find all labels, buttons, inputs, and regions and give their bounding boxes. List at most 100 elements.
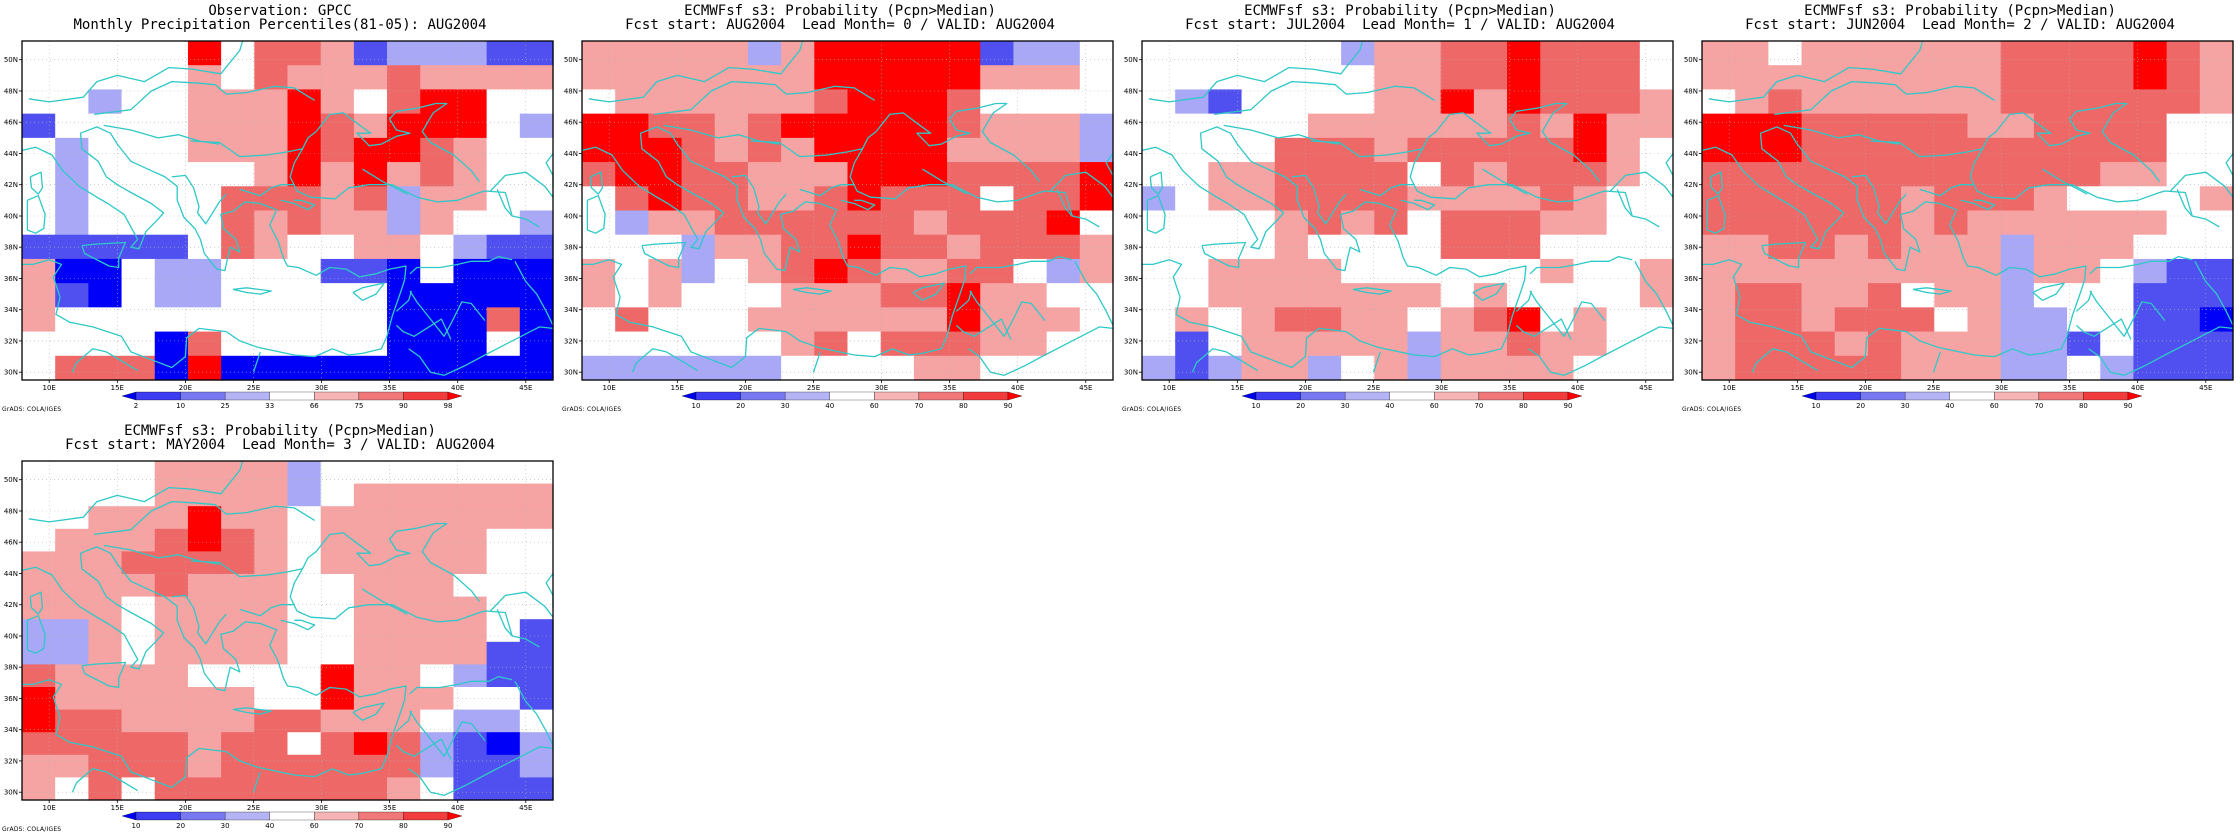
coastline [1706,195,1726,234]
colorbar-arrow-high [1567,391,1583,401]
grid-cell-light-red [254,483,289,507]
colorbar-label: 60 [870,402,879,410]
panel-subtitle: Monthly Precipitation Percentiles(81-05)… [73,17,487,33]
grid-cell-light-red [353,574,388,598]
grid-cell-white [1606,307,1641,333]
grid-cell-medium-red [880,283,915,308]
grid-cell-medium-red [1307,162,1342,187]
grid-cell-red [453,89,488,115]
lon-label: 35E [383,384,396,392]
grid-cell-medium-red [2100,41,2135,66]
coastline [586,195,606,234]
colorbar-label: 60 [1430,402,1439,410]
grid-cell-white [154,65,189,91]
grid-cell-white [2166,234,2201,260]
lat-label: 36N [4,275,18,283]
coastline [2089,290,2166,337]
grid-cell-white [1606,258,1641,284]
grid-cell-white [121,113,156,139]
grid-cell-white [2100,283,2135,308]
grid-cell-medium-red [1867,331,1902,357]
grid-cell-white [254,307,289,333]
grid-cell-light-red [1801,283,1836,308]
lat-label: 42N [4,601,18,609]
grid-cell-light-blue [22,619,56,643]
grid-cell-light-red [2100,234,2135,260]
grid-cell-white [1208,234,1243,260]
coastline [496,189,540,228]
grid-cell-medium-red [1801,210,1836,236]
grid-cell-light-red [453,506,488,530]
coastline [955,318,1012,340]
grid-cell-light-red [486,506,521,530]
coastline [81,661,127,689]
lon-label: 15E [111,804,124,812]
grid-cell-medium-red [1901,307,1935,333]
grid-cell-white [55,506,89,530]
grid-cell-white [1639,162,1674,187]
panel-subtitle: Fcst start: JUN2004 Lead Month= 2 / VALI… [1745,17,2175,33]
grid-cell-medium-blue [1175,331,1209,357]
grid-cell-light-red [353,641,388,665]
grid-cell-light-red [781,162,815,187]
coastline [71,768,139,793]
grid-cell-medium-red [1834,307,1869,333]
grid-cell-red [913,65,948,91]
grid-cell-white [55,483,89,507]
grid-cell-light-red [22,283,56,308]
lon-label: 10E [603,384,616,392]
grid-cell-light-red [1934,65,1969,91]
grid-cell-white [2166,210,2201,236]
grid-cell-white [615,331,649,357]
grid-cell-white [287,528,322,552]
panel-title: ECMWFsf s3: Probability (Pcpn>Median) [684,3,996,19]
grid-cell-white [88,41,123,66]
grid-cell-light-red [221,137,255,163]
grid-cell-white [254,283,289,308]
grid-cell-light-red [913,307,948,333]
grid-cell-light-red [1341,307,1375,333]
colorbar-segment [918,391,964,401]
grid-cell-light-red [781,307,815,333]
grid-cell-white [121,283,156,308]
grid-cell-medium-red [1901,162,1935,187]
grid-cell-medium-red [913,186,948,212]
grid-cell-red [582,137,616,163]
grid-cell-red [814,258,849,284]
grid-cell-white [353,331,388,357]
lat-label: 30N [1124,369,1138,377]
colorbar-arrow-low [1801,391,1817,401]
grid-cell-light-red [847,307,882,333]
grid-cell-red [287,113,322,139]
grid-cell-medium-red [1540,162,1575,187]
grid-cell-light-blue [55,186,89,212]
grid-cell-blue [453,331,488,357]
grid-cell-medium-red [420,137,455,163]
coastline [750,140,863,158]
grid-cell-white [1175,258,1209,284]
grid-cells [22,41,554,381]
grid-cell-medium-blue [519,641,554,665]
grid-cell-medium-blue [2199,331,2234,357]
grid-cell-medium-blue [2199,355,2234,381]
colorbar-segment [1434,391,1480,401]
lon-label: 40E [451,384,464,392]
colorbar-segment [1994,391,2040,401]
grads-credit: GrADS: COLA/IGES [1682,406,1742,413]
grid-cell-light-red [2199,65,2234,91]
grid-cell-light-red [1540,331,1575,357]
grid-cell-medium-red [187,777,222,801]
colorbar-segment [1904,391,1950,401]
map-frame [21,40,554,381]
grid-cell-light-red [320,709,355,733]
grid-cell-light-red [154,461,189,485]
coastline [171,174,227,225]
grid-cell-medium-red [1768,355,1803,381]
grid-cell-medium-red [681,137,716,163]
grid-cell-blue [287,355,322,381]
grid-cell-white [519,528,554,552]
grid-cell-light-red [55,687,89,711]
grid-cell-light-red [714,234,749,260]
lat-label: 30N [4,369,18,377]
lon-label: 30E [875,384,888,392]
